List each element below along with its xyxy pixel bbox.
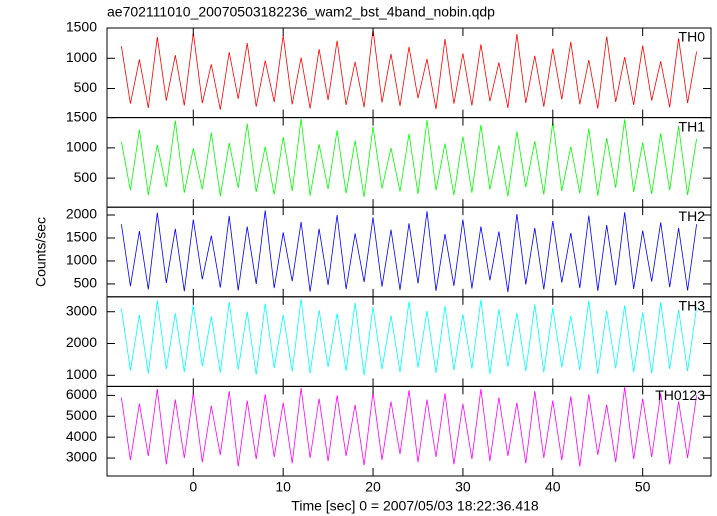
panel-frame [106,296,712,387]
light-curve [121,386,697,467]
panel-label: TH0123 [655,387,705,403]
x-tick-label: 0 [189,479,197,495]
y-tick-label: 2000 [66,334,97,350]
y-tick-label: 1000 [66,366,97,382]
y-tick-label: 500 [74,275,98,291]
x-tick-label: 20 [365,479,381,495]
y-tick-label: 2000 [66,206,97,222]
panel-label: TH1 [679,118,706,134]
panel-frame [106,385,712,477]
chart-title: ae702111010_20070503182236_wam2_bst_4ban… [107,4,495,20]
y-tick-label: 6000 [66,386,97,402]
y-axis-label: Counts/sec [33,217,49,287]
light-curve [121,298,697,376]
x-axis-label: Time [sec] 0 = 2007/05/03 18:22:36.418 [291,498,539,514]
x-tick-label: 10 [275,479,291,495]
y-tick-label: 1500 [66,108,97,124]
light-curve [121,210,697,293]
y-tick-label: 1500 [66,19,97,35]
y-tick-label: 3000 [66,302,97,318]
panel-frame [106,206,712,298]
y-tick-label: 500 [74,169,98,185]
light-curve [121,29,697,110]
panel-label: TH3 [679,298,706,314]
y-tick-label: 500 [74,79,98,95]
y-tick-label: 1000 [66,49,97,65]
panel-label: TH2 [679,208,706,224]
panel-label: TH0 [679,29,706,45]
x-tick-label: 30 [455,479,471,495]
y-tick-label: 3000 [66,449,97,465]
light-curve [121,118,697,197]
panel-frame [106,117,712,208]
y-tick-label: 4000 [66,428,97,444]
x-tick-label: 40 [545,479,561,495]
x-tick-label: 50 [635,479,651,495]
y-tick-label: 1000 [66,252,97,268]
y-tick-label: 5000 [66,407,97,423]
y-tick-label: 1500 [66,229,97,245]
panel-frame [106,27,712,119]
y-tick-label: 1000 [66,139,97,155]
